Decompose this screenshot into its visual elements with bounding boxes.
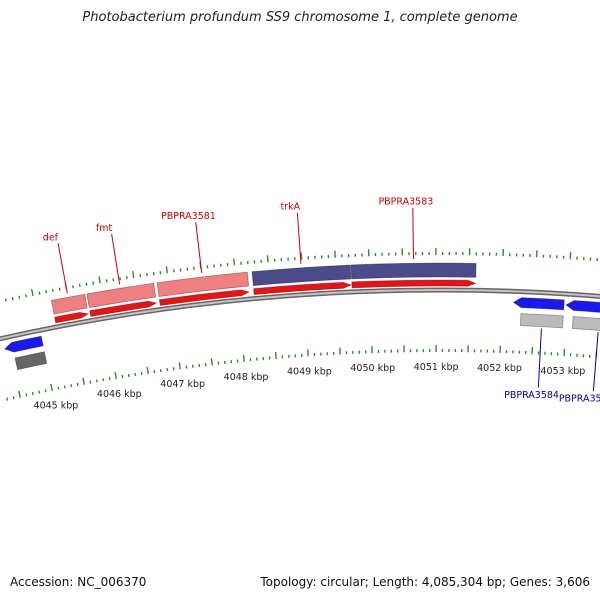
outer-tick bbox=[85, 282, 88, 286]
scale-label: 4048 kbp bbox=[224, 372, 269, 383]
outer-tick bbox=[38, 291, 41, 295]
inner-tick bbox=[50, 383, 54, 392]
reverse-gene-bar bbox=[14, 351, 48, 371]
forward-cds-arrow bbox=[158, 289, 251, 306]
forward-gene-label: fmt bbox=[96, 223, 113, 234]
reverse-gene-label: PBPRA3585 bbox=[559, 394, 600, 405]
inner-tick bbox=[82, 377, 86, 385]
inner-tick bbox=[44, 389, 47, 393]
inner-tick bbox=[242, 354, 245, 362]
inner-tick bbox=[57, 386, 60, 390]
outer-tick bbox=[58, 287, 61, 291]
inner-tick bbox=[146, 366, 149, 375]
inner-tick bbox=[114, 372, 117, 380]
inner-tick bbox=[25, 393, 28, 397]
inner-tick bbox=[210, 358, 213, 366]
outer-tick bbox=[30, 288, 34, 297]
outer-tick bbox=[25, 294, 28, 298]
scale-label: 4052 kbp bbox=[477, 363, 522, 374]
forward-gene-bar bbox=[86, 282, 157, 309]
forward-gene-label: trkA bbox=[280, 201, 300, 212]
inner-tick bbox=[38, 390, 41, 394]
reverse-gene-bar bbox=[520, 313, 564, 329]
forward-gene-leader bbox=[111, 233, 121, 285]
reverse-cds-arrow bbox=[4, 335, 44, 353]
forward-cds-arrow bbox=[89, 300, 158, 317]
outer-tick bbox=[72, 285, 75, 289]
forward-cds-arrow bbox=[351, 279, 477, 289]
inner-tick bbox=[31, 391, 34, 396]
scale-label: 4051 kbp bbox=[414, 362, 459, 373]
forward-gene-leader bbox=[296, 212, 302, 264]
forward-gene-leader bbox=[195, 222, 203, 274]
inner-tick bbox=[95, 379, 98, 383]
outer-tick bbox=[4, 298, 7, 302]
outer-tick bbox=[92, 281, 95, 285]
reverse-cds-arrow bbox=[565, 300, 600, 313]
outer-tick bbox=[78, 283, 81, 288]
forward-gene-bar bbox=[251, 264, 352, 287]
inner-tick bbox=[18, 390, 22, 398]
scale-label: 4047 kbp bbox=[160, 379, 205, 390]
genome-summary-text: Topology: circular; Length: 4,085,304 bp… bbox=[260, 575, 590, 589]
reverse-cds-arrow bbox=[512, 297, 565, 311]
forward-gene-leader bbox=[412, 208, 414, 260]
reverse-gene-label: PBPRA3584 bbox=[504, 390, 559, 401]
reverse-gene-bar bbox=[571, 316, 600, 331]
outer-tick bbox=[45, 290, 48, 294]
scale-label: 4050 kbp bbox=[350, 363, 395, 374]
accession-text: Accession: NC_006370 bbox=[10, 575, 147, 589]
forward-gene-bar bbox=[50, 293, 88, 315]
outer-tick bbox=[165, 266, 169, 274]
outer-tick bbox=[266, 255, 269, 263]
forward-gene-bar bbox=[350, 262, 477, 280]
outer-tick bbox=[51, 288, 54, 293]
outer-tick bbox=[233, 258, 236, 266]
outer-tick bbox=[98, 276, 101, 284]
outer-tick bbox=[132, 271, 135, 279]
inner-tick bbox=[274, 351, 277, 359]
map-title: Photobacterium profundum SS9 chromosome … bbox=[82, 10, 518, 25]
outer-tick bbox=[11, 297, 14, 301]
inner-tick bbox=[89, 380, 92, 384]
inner-tick bbox=[12, 396, 15, 400]
forward-cds-arrow bbox=[253, 281, 353, 296]
inner-tick bbox=[178, 362, 181, 370]
scale-label: 4046 kbp bbox=[97, 389, 142, 400]
forward-gene-bar bbox=[156, 271, 250, 298]
backbone bbox=[0, 289, 600, 340]
inner-tick bbox=[102, 378, 105, 382]
scale-label: 4045 kbp bbox=[34, 401, 79, 412]
forward-gene-label: PBPRA3581 bbox=[161, 211, 216, 222]
reverse-gene-leader bbox=[592, 332, 599, 392]
inner-tick bbox=[76, 382, 79, 387]
forward-gene-label: PBPRA3583 bbox=[378, 196, 433, 207]
scale-label: 4053 kbp bbox=[541, 366, 586, 377]
reverse-gene-leader bbox=[537, 328, 542, 388]
forward-gene-label: def bbox=[43, 233, 59, 244]
scale-label: 4049 kbp bbox=[287, 366, 332, 377]
forward-cds-arrow bbox=[54, 311, 90, 324]
inner-tick bbox=[70, 384, 73, 388]
forward-gene-leader bbox=[57, 243, 68, 294]
inner-tick bbox=[6, 397, 9, 401]
inner-tick bbox=[108, 377, 111, 381]
inner-tick bbox=[63, 385, 66, 389]
outer-tick bbox=[18, 295, 21, 299]
